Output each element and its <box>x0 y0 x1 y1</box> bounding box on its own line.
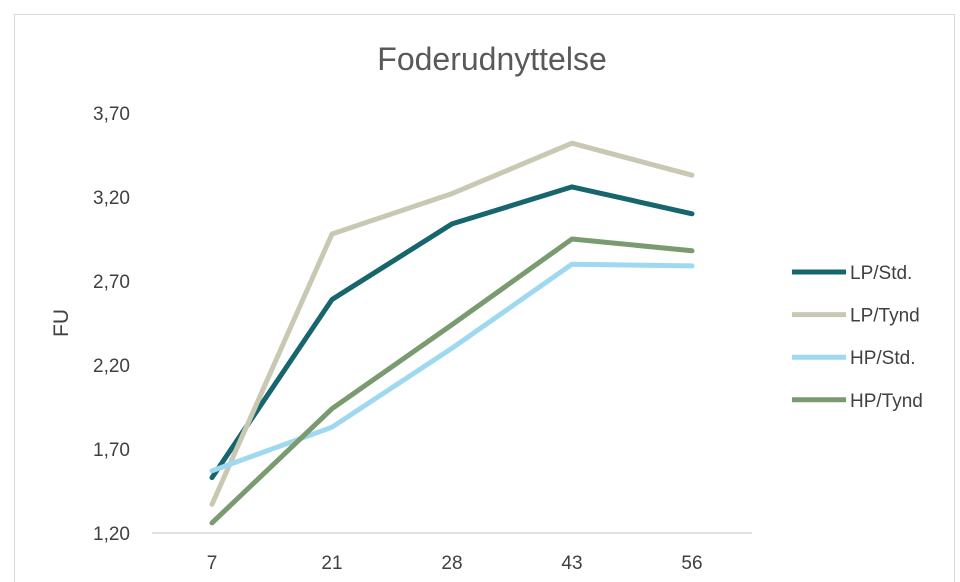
x-tick-label: 43 <box>561 553 582 574</box>
y-tick-label: 1,20 <box>93 524 130 545</box>
x-tick-label: 28 <box>441 553 462 574</box>
x-tick-label: 21 <box>321 553 342 574</box>
legend-label: LP/Std. <box>850 263 912 284</box>
legend-label: LP/Tynd <box>850 306 920 327</box>
chart-title: Foderudnyttelse <box>377 41 606 77</box>
series-line-hp-std <box>209 261 695 474</box>
y-tick-label: 3,70 <box>93 104 130 125</box>
series-line-hp-tynd <box>209 236 695 526</box>
series-lines <box>209 140 695 526</box>
y-axis-title: FU <box>50 309 73 337</box>
legend-label: HP/Tynd <box>850 391 923 412</box>
y-tick-label: 2,70 <box>93 272 130 293</box>
series-line-lp-tynd <box>209 140 695 507</box>
y-tick-label: 3,20 <box>93 188 130 209</box>
legend-label: HP/Std. <box>850 348 915 369</box>
x-tick-label: 7 <box>207 553 218 574</box>
y-tick-label: 2,20 <box>93 356 130 377</box>
y-tick-label: 1,70 <box>93 440 130 461</box>
chart-border <box>14 14 955 582</box>
x-tick-label: 56 <box>681 553 702 574</box>
legend: LP/Std. LP/Tynd HP/Std. HP/Tynd <box>792 263 923 412</box>
x-tick-labels: 7 21 28 43 56 <box>207 553 703 574</box>
y-tick-labels: 1,20 1,70 2,20 2,70 3,20 3,70 <box>93 104 130 545</box>
series-line-lp-std <box>209 184 695 481</box>
